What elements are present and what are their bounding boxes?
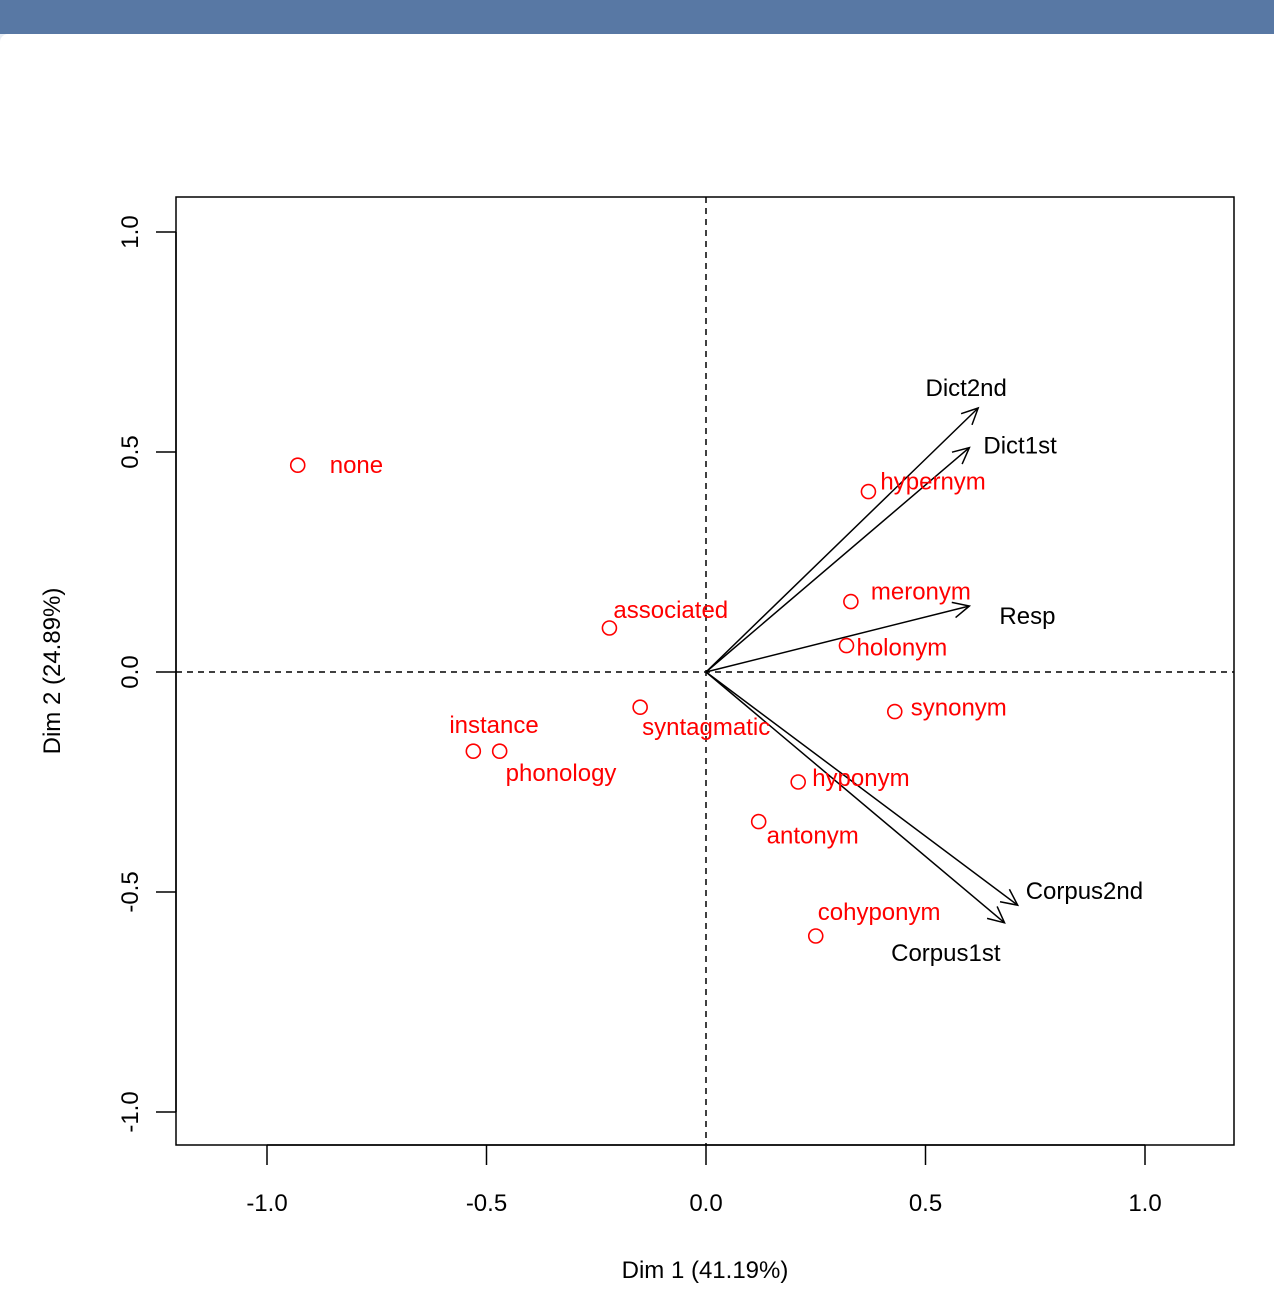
point-marker [601,620,618,636]
point-marker [886,703,903,720]
window-title-bar [0,0,1274,34]
arrow-shaft [705,447,970,673]
arrow-corpus1st: Corpus1st [705,671,1006,967]
arrow-head [951,601,972,619]
arrow-shaft [705,407,979,673]
point-label: holonym [856,635,947,662]
arrow-dict1st: Dict1st [705,433,1057,673]
point-marker [838,637,855,654]
point-holonym: holonym [838,635,947,662]
arrow-shaft [705,671,1006,924]
variable-arrows: Dict2nd Dict1st Resp Corpus2nd Corpus1st [705,375,1143,967]
x-tick-label: -1.0 [246,1190,287,1217]
category-points: none hypernym meronym associated holonym syno… [289,452,1007,944]
arrow-resp: Resp [705,601,1055,673]
point-label: phonology [506,760,617,787]
arrow-label: Dict2nd [925,375,1006,402]
point-syntagmatic: syntagmatic [632,699,770,741]
figure-panel [0,34,1274,1308]
x-axis-label: Dim 1 (41.19%) [622,1257,789,1284]
point-marker [807,928,824,944]
point-label: instance [449,712,538,739]
y-tick-label: 1.0 [117,215,144,248]
y-tick-label: -1.0 [117,1091,144,1132]
y-axis: -1.0 -0.5 0.0 0.5 1.0 [117,215,177,1133]
point-marker [790,774,806,790]
point-label: hypernym [880,469,985,496]
point-instance: instance [449,712,539,760]
point-marker [750,813,767,830]
point-label: meronym [871,579,971,606]
point-marker [860,483,877,500]
arrow-dict2nd: Dict2nd [705,375,1007,673]
point-label: synonym [911,695,1007,722]
plot-box [175,196,1235,1146]
point-hyponym: hyponym [790,765,910,792]
point-associated: associated [601,597,728,636]
point-marker [289,457,306,474]
point-label: cohyponym [818,899,941,926]
point-label: none [330,452,383,479]
arrow-shaft [705,671,1019,906]
point-synonym: synonym [886,695,1007,722]
arrow-label: Dict1st [983,433,1057,460]
point-marker [465,743,482,760]
arrow-label: Corpus1st [891,940,1001,967]
x-tick-label: 0.5 [909,1190,942,1217]
point-cohyponym: cohyponym [807,899,941,944]
x-tick-label: 0.0 [689,1190,722,1217]
point-marker [843,593,859,610]
point-phonology: phonology [491,743,617,787]
point-marker [491,743,508,760]
y-tick-label: 0.5 [117,435,144,468]
y-tick-label: 0.0 [117,655,144,688]
x-tick-label: 1.0 [1128,1190,1161,1217]
point-label: antonym [767,823,859,850]
y-tick-label: -0.5 [117,871,144,912]
point-label: associated [613,597,728,624]
point-meronym: meronym [843,579,971,610]
point-antonym: antonym [750,813,859,850]
point-label: syntagmatic [642,714,770,741]
x-axis: -1.0 -0.5 0.0 0.5 1.0 [246,1144,1162,1217]
point-marker [632,699,648,716]
arrow-head [999,888,1020,907]
arrow-label: Resp [999,603,1055,630]
y-axis-label: Dim 2 (24.89%) [39,588,66,755]
arrow-corpus2nd: Corpus2nd [705,671,1143,907]
arrow-shaft [705,605,970,673]
arrow-head [951,446,971,465]
point-none: none [289,452,383,479]
arrow-head [986,906,1006,924]
arrow-head [960,406,980,426]
arrow-label: Corpus2nd [1026,878,1143,905]
point-label: hyponym [812,765,909,792]
x-tick-label: -0.5 [466,1190,507,1217]
point-hypernym: hypernym [860,469,986,500]
